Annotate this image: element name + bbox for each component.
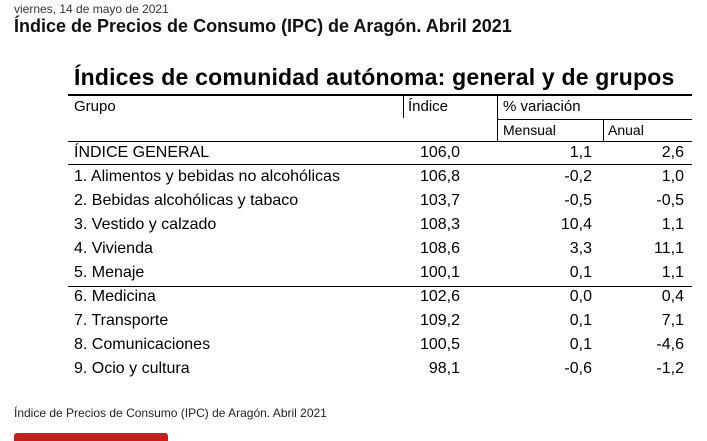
header-grupo: Grupo — [74, 98, 116, 115]
cell-indice: 98,1 — [428, 360, 460, 377]
table-row: 9. Ocio y cultura 98,1 -0,6 -1,2 — [0, 360, 707, 384]
cell-mensual: 0,1 — [569, 264, 592, 281]
header-anual: Anual — [608, 122, 644, 138]
row-separator — [68, 164, 692, 165]
cell-anual: -0,5 — [656, 192, 684, 209]
table-row: 2. Bebidas alcohólicas y tabaco 103,7 -0… — [0, 192, 707, 216]
cell-mensual: 3,3 — [569, 240, 592, 257]
header-rule-bottom — [68, 141, 692, 142]
table-row: 1. Alimentos y bebidas no alcohólicas 10… — [0, 168, 707, 192]
cell-grupo: 8. Comunicaciones — [74, 336, 211, 353]
cell-mensual: 10,4 — [560, 216, 592, 233]
table-row: 6. Medicina 102,6 0,0 0,4 — [0, 288, 707, 312]
publication-date: viernes, 14 de mayo de 2021 — [14, 2, 169, 16]
header-mensual: Mensual — [503, 122, 556, 138]
table-row: 4. Vivienda 108,6 3,3 11,1 — [0, 240, 707, 264]
table-row: 8. Comunicaciones 100,5 0,1 -4,6 — [0, 336, 707, 360]
cell-anual: 7,1 — [661, 312, 684, 329]
header-variacion: % variación — [503, 98, 581, 115]
cell-mensual: -0,2 — [564, 168, 592, 185]
header-rule-variacion — [497, 119, 692, 120]
page-headline: Índice de Precios de Consumo (IPC) de Ar… — [14, 16, 512, 36]
table-row: 5. Menaje 100,1 0,1 1,1 — [0, 264, 707, 288]
cell-mensual: 1,1 — [569, 144, 592, 161]
cell-anual: 0,4 — [661, 288, 684, 305]
cell-grupo: 4. Vivienda — [74, 240, 153, 257]
cell-indice: 108,6 — [419, 240, 460, 257]
table-row: 3. Vestido y calzado 108,3 10,4 1,1 — [0, 216, 707, 240]
cell-grupo: 3. Vestido y calzado — [74, 216, 217, 233]
cell-indice: 103,7 — [419, 192, 460, 209]
row-separator — [68, 286, 692, 287]
cell-grupo: 5. Menaje — [74, 264, 145, 281]
cell-indice: 100,5 — [419, 336, 460, 353]
cell-anual: 1,0 — [661, 168, 684, 185]
cell-anual: 1,1 — [661, 216, 684, 233]
cell-indice: 100,1 — [419, 264, 460, 281]
cell-anual: -4,6 — [656, 336, 684, 353]
cell-mensual: 0,1 — [569, 336, 592, 353]
cell-grupo: 1. Alimentos y bebidas no alcohólicas — [74, 168, 340, 185]
cell-anual: 1,1 — [661, 264, 684, 281]
table-title: Índices de comunidad autónoma: general y… — [74, 64, 675, 90]
cell-grupo: 6. Medicina — [74, 288, 156, 305]
cell-grupo: 9. Ocio y cultura — [74, 360, 190, 377]
cell-grupo: 7. Transporte — [74, 312, 169, 329]
header-vline-anual — [603, 120, 604, 142]
cell-grupo: ÍNDICE GENERAL — [74, 144, 210, 161]
table-row: ÍNDICE GENERAL 106,0 1,1 2,6 — [0, 144, 707, 168]
cell-grupo: 2. Bebidas alcohólicas y tabaco — [74, 192, 299, 209]
cell-indice: 102,6 — [419, 288, 460, 305]
cell-anual: -1,2 — [656, 360, 684, 377]
figure-caption: Índice de Precios de Consumo (IPC) de Ar… — [14, 406, 327, 420]
cell-indice: 108,3 — [419, 216, 460, 233]
cell-indice: 106,0 — [419, 144, 460, 161]
title-rule — [68, 94, 692, 96]
cell-mensual: -0,6 — [564, 360, 592, 377]
cell-mensual: 0,1 — [569, 312, 592, 329]
header-vline-indice — [403, 96, 404, 118]
red-tab[interactable] — [14, 433, 168, 441]
table-row: 7. Transporte 109,2 0,1 7,1 — [0, 312, 707, 336]
header-indice: Índice — [408, 98, 449, 115]
cell-indice: 106,8 — [419, 168, 460, 185]
cell-anual: 2,6 — [661, 144, 684, 161]
cell-anual: 11,1 — [654, 240, 684, 257]
cell-indice: 109,2 — [419, 312, 460, 329]
cell-mensual: 0,0 — [569, 288, 592, 305]
cell-mensual: -0,5 — [564, 192, 592, 209]
